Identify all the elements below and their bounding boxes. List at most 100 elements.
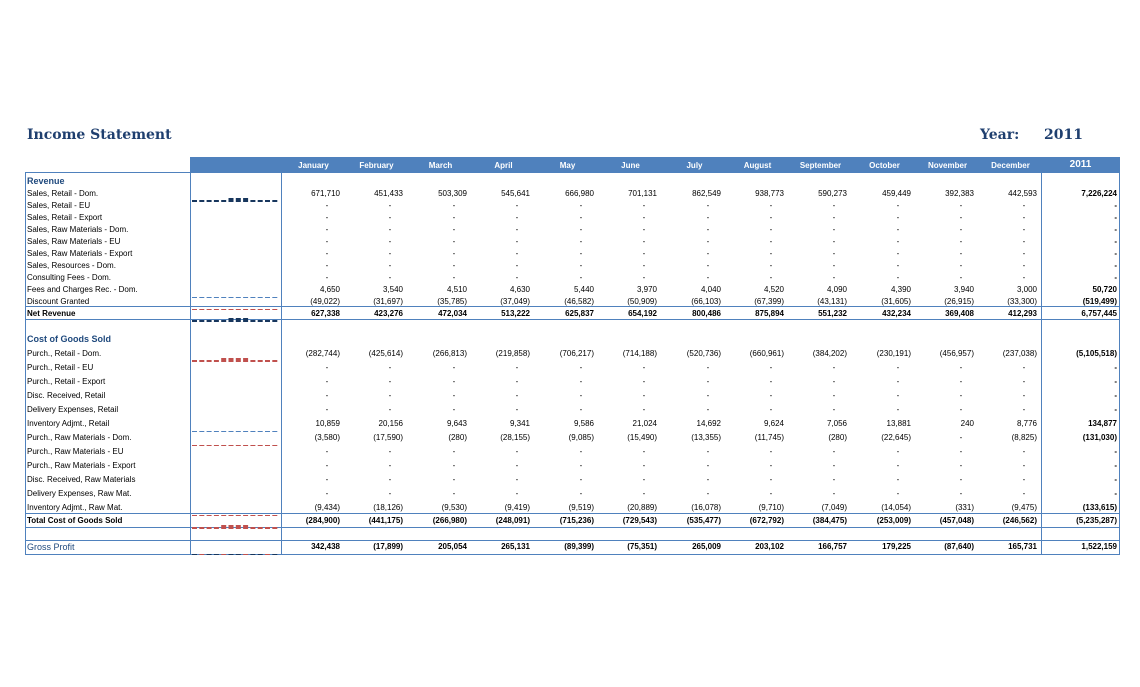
sparkline-mark (272, 360, 278, 362)
cell-purch-raw-materials-export-march: - (452, 461, 456, 470)
sparkline-mark (228, 431, 234, 432)
table-rule-net-revenue-top (25, 306, 1119, 307)
cell-delivery-expenses-raw-mat-june: - (642, 489, 646, 498)
sparkline-mark (213, 554, 219, 555)
table-divider-spark (281, 172, 282, 555)
cell-purch-retail-dom-june: (714,188) (622, 349, 657, 358)
sparkline-mark (199, 445, 205, 446)
sparkline-mark (221, 525, 227, 529)
cell-discount-granted-total: (519,499) (1082, 297, 1117, 306)
cell-sales-raw-materials-eu-total: - (1114, 237, 1117, 246)
cell-disc-received-retail-february: - (388, 391, 392, 400)
cell-purch-retail-eu-july: - (706, 363, 710, 372)
cell-disc-received-raw-materials-january: - (325, 475, 329, 484)
row-label-purch-retail-export: Purch., Retail - Export (27, 377, 106, 386)
sparkline-mark (265, 431, 270, 432)
cell-sales-raw-materials-export-june: - (642, 249, 646, 258)
sparkline-mark (221, 515, 227, 516)
row-label-sales-retail-export: Sales, Retail - Export (27, 213, 103, 222)
sparkline-mark (213, 360, 219, 362)
cell-sales-retail-dom-may: 666,980 (565, 189, 594, 198)
table-border-right (1119, 157, 1120, 555)
cell-fees-and-charges-rec-dom-november: 3,940 (953, 285, 974, 294)
cell-consulting-fees-dom-january: - (325, 273, 329, 282)
sparkline-mark (192, 360, 197, 362)
cell-sales-retail-eu-october: - (896, 201, 900, 210)
row-label-sales-retail-eu: Sales, Retail - EU (27, 201, 91, 210)
table-rule-net-revenue-bottom (25, 319, 1119, 320)
cell-purch-retail-dom-october: (230,191) (876, 349, 911, 358)
cell-delivery-expenses-raw-mat-august: - (769, 489, 773, 498)
sparkline-mark (213, 297, 219, 298)
sparkline-mark (199, 200, 205, 202)
cell-total-cost-of-goods-sold-january: (284,900) (305, 516, 340, 525)
year-label: Year: (980, 127, 1020, 143)
cell-purch-raw-materials-eu-march: - (452, 447, 456, 456)
sparkline-mark (192, 297, 197, 298)
cell-sales-retail-dom-august: 938,773 (755, 189, 784, 198)
cell-total-cost-of-goods-sold-november: (457,048) (939, 516, 974, 525)
table-rule-top (25, 172, 1119, 173)
cell-consulting-fees-dom-september: - (832, 273, 836, 282)
row-label-fees-and-charges-rec-dom: Fees and Charges Rec. - Dom. (27, 285, 138, 294)
cell-gross-profit-december: 165,731 (1008, 542, 1037, 551)
row-label-sales-raw-materials-dom: Sales, Raw Materials - Dom. (27, 225, 129, 234)
cell-sales-retail-export-december: - (1022, 213, 1026, 222)
cell-purch-raw-materials-export-october: - (896, 461, 900, 470)
cell-sales-retail-eu-september: - (832, 201, 836, 210)
cell-disc-received-raw-materials-june: - (642, 475, 646, 484)
sparkline-mark (192, 309, 197, 310)
cell-purch-retail-eu-june: - (642, 363, 646, 372)
cell-sales-raw-materials-dom-february: - (388, 225, 392, 234)
cell-sales-raw-materials-eu-january: - (325, 237, 329, 246)
cell-fees-and-charges-rec-dom-june: 3,970 (636, 285, 657, 294)
cell-inventory-adjmt-raw-mat-november: (331) (955, 503, 974, 512)
sparkline-mark (243, 554, 249, 555)
cell-inventory-adjmt-raw-mat-may: (9,519) (568, 503, 594, 512)
row-label-disc-received-raw-materials: Disc. Received, Raw Materials (27, 475, 136, 484)
row-label-sales-raw-materials-eu: Sales, Raw Materials - EU (27, 237, 121, 246)
cell-delivery-expenses-retail-october: - (896, 405, 900, 414)
cell-inventory-adjmt-retail-december: 8,776 (1016, 419, 1037, 428)
sparkline-mark (192, 527, 197, 529)
cell-purch-raw-materials-dom-september: (280) (828, 433, 847, 442)
cell-discount-granted-august: (67,399) (754, 297, 784, 306)
cell-net-revenue-november: 369,408 (945, 309, 974, 318)
row-label-discount-granted: Discount Granted (27, 297, 90, 306)
sparkline-mark (235, 445, 241, 446)
cell-discount-granted-september: (43,131) (817, 297, 847, 306)
cell-sales-raw-materials-eu-february: - (388, 237, 392, 246)
cell-net-revenue-march: 472,034 (438, 309, 467, 318)
cell-purch-raw-materials-dom-august: (11,745) (754, 433, 784, 442)
table-border-left (25, 172, 26, 555)
cell-sales-retail-eu-january: - (325, 201, 329, 210)
cell-purch-retail-dom-july: (520,736) (686, 349, 721, 358)
cell-sales-retail-export-august: - (769, 213, 773, 222)
sparkline-mark (199, 297, 205, 298)
cell-purch-retail-eu-november: - (959, 363, 963, 372)
sparkline-mark (199, 554, 205, 555)
cell-purch-raw-materials-export-november: - (959, 461, 963, 470)
cell-total-cost-of-goods-sold-august: (672,792) (749, 516, 784, 525)
year-value[interactable]: 2011 (1044, 127, 1083, 143)
cell-purch-retail-dom-may: (706,217) (559, 349, 594, 358)
sparkline-mark (250, 445, 256, 446)
cell-sales-raw-materials-dom-january: - (325, 225, 329, 234)
cell-sales-raw-materials-dom-july: - (706, 225, 710, 234)
sparkline-purch-retail-dom (192, 350, 280, 362)
cell-consulting-fees-dom-may: - (579, 273, 583, 282)
sparkline-inventory-adjmt-raw-mat (192, 504, 280, 516)
cell-sales-raw-materials-export-august: - (769, 249, 773, 258)
cell-sales-retail-dom-july: 862,549 (692, 189, 721, 198)
cell-purch-retail-eu-january: - (325, 363, 329, 372)
cell-purch-retail-export-march: - (452, 377, 456, 386)
cell-fees-and-charges-rec-dom-august: 4,520 (763, 285, 784, 294)
sparkline-mark (206, 309, 212, 310)
sparkline-mark (213, 320, 219, 322)
cell-delivery-expenses-raw-mat-september: - (832, 489, 836, 498)
cell-gross-profit-september: 166,757 (818, 542, 847, 551)
cell-purch-raw-materials-eu-july: - (706, 447, 710, 456)
sparkline-mark (228, 525, 234, 529)
cell-sales-retail-eu-june: - (642, 201, 646, 210)
cell-purch-retail-dom-january: (282,744) (305, 349, 340, 358)
